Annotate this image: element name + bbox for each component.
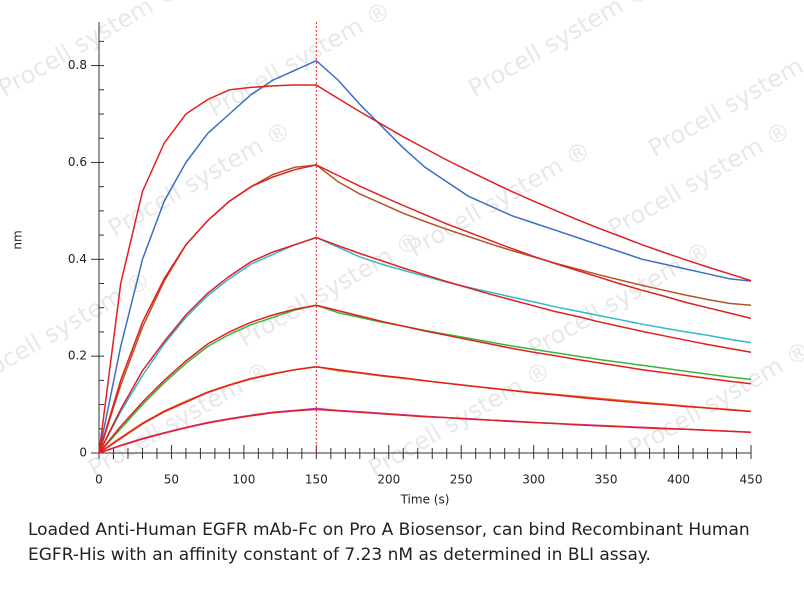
y-tick-label: 0.6 — [68, 155, 87, 169]
sensorgram-curve — [98, 164, 752, 454]
sensorgram-curve — [98, 59, 752, 454]
x-tick-label: 200 — [377, 473, 400, 487]
x-tick-label: 350 — [595, 473, 618, 487]
y-tick-label: 0.4 — [68, 252, 87, 266]
watermark: Procell system ® — [0, 266, 155, 393]
watermark: Procell system ® — [234, 226, 426, 353]
x-tick-label: 250 — [450, 473, 473, 487]
watermark: Procell system ® — [464, 0, 656, 103]
caption-line: EGFR-His with an affinity constant of 7.… — [28, 545, 651, 565]
sensorgram-curve — [98, 408, 752, 454]
sensorgram-curve — [98, 84, 752, 454]
caption: Loaded Anti-Human EGFR mAb-Fc on Pro A B… — [28, 518, 750, 568]
watermark: Procell system ® — [0, 0, 185, 103]
watermark: Procell system ® — [624, 336, 804, 463]
y-tick-label: 0 — [79, 446, 87, 460]
caption-line: Loaded Anti-Human EGFR mAb-Fc on Pro A B… — [28, 520, 750, 540]
sensorgram-curve — [98, 304, 752, 454]
sensorgram-curve — [98, 366, 752, 454]
watermark: Procell system ® — [84, 356, 276, 483]
x-tick-label: 0 — [95, 473, 103, 487]
x-tick-label: 50 — [164, 473, 179, 487]
watermark: Procell system ® — [524, 236, 716, 363]
sensorgram-curve — [98, 236, 752, 454]
y-tick-label: 0.8 — [68, 58, 87, 72]
sensorgram-curve — [98, 236, 752, 454]
x-axis-label: Time (s) — [400, 493, 450, 507]
x-tick-label: 400 — [667, 473, 690, 487]
x-tick-label: 450 — [740, 473, 763, 487]
watermark: Procell system ® — [204, 0, 396, 123]
y-axis-label: nm — [11, 230, 25, 249]
x-tick-label: 150 — [305, 473, 328, 487]
chart: nm Time (s) Procell system ® Procell syst… — [0, 0, 804, 507]
y-tick-label: 0.2 — [68, 349, 87, 363]
x-tick-label: 300 — [522, 473, 545, 487]
x-tick-label: 100 — [232, 473, 255, 487]
